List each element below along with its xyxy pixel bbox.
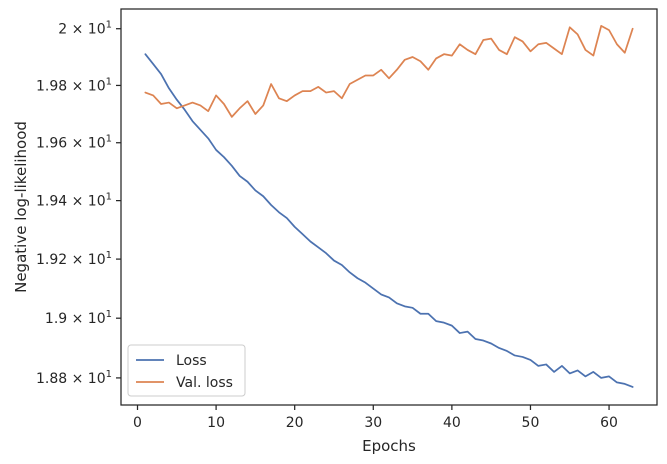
y-axis-label: Negative log-likelihood xyxy=(12,121,30,293)
y-axis-ticks: 1.88 × 101 1.9 × 101 1.92 × 101 1.94 × 101 1… xyxy=(36,20,121,387)
y-tick-label: 2 × 101 xyxy=(58,20,112,38)
legend-entries: Loss Val. loss xyxy=(136,353,233,391)
series-line-loss xyxy=(144,53,634,388)
y-tick-label: 1.9 × 101 xyxy=(45,309,112,327)
legend-box xyxy=(127,344,246,397)
legend-entry: Loss xyxy=(136,353,207,369)
y-tick-label: 1.96 × 101 xyxy=(36,134,112,152)
legend-label: Val. loss xyxy=(176,375,233,391)
series-layer xyxy=(144,25,634,388)
x-tick-label: 50 xyxy=(522,415,540,431)
x-tick-label: 0 xyxy=(133,415,142,431)
y-tick-label: 1.94 × 101 xyxy=(36,192,112,210)
x-axis-label: Epochs xyxy=(362,437,416,455)
plot-frame xyxy=(120,8,658,406)
legend-label: Loss xyxy=(176,353,207,369)
legend: Loss Val. loss xyxy=(127,344,246,397)
y-tick-label: 1.98 × 101 xyxy=(36,76,112,94)
x-tick-label: 40 xyxy=(443,415,461,431)
x-tick-label: 30 xyxy=(364,415,382,431)
x-tick-label: 20 xyxy=(286,415,304,431)
y-tick-label: 1.92 × 101 xyxy=(36,250,112,268)
x-axis-ticks: 0 10 20 30 40 50 60 xyxy=(133,405,618,431)
series-line-val-loss xyxy=(144,25,634,118)
legend-entry: Val. loss xyxy=(136,375,233,391)
x-tick-label: 10 xyxy=(207,415,225,431)
x-tick-label: 60 xyxy=(600,415,618,431)
y-tick-label: 1.88 × 101 xyxy=(36,369,112,387)
